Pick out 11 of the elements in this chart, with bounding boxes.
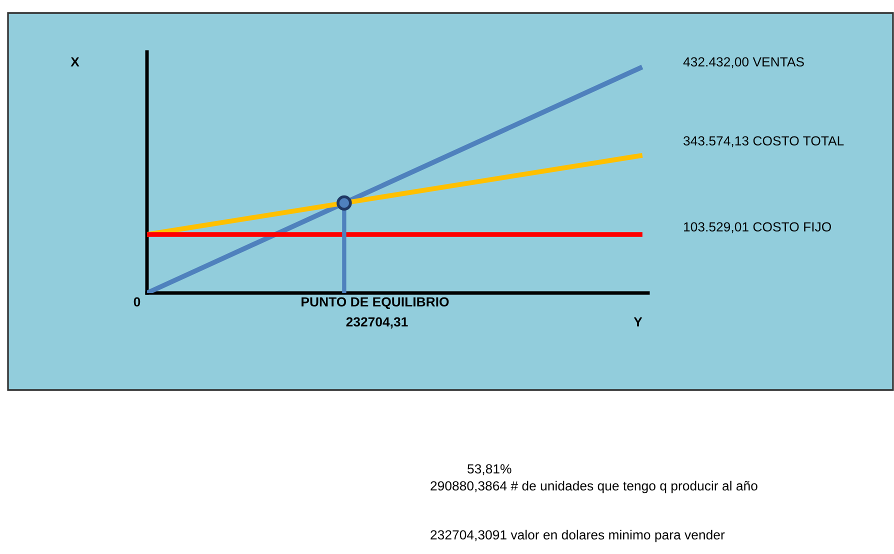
- text: PUNTO DE EQUILIBRIO: [302, 297, 449, 310]
- text: 0: [134, 297, 140, 307]
- text: X: [70, 57, 80, 66]
- text: 343.574,13 COSTO TOTAL: [684, 136, 844, 148]
- text: 232704,31: [346, 317, 408, 328]
- text: Y: [634, 317, 642, 326]
- text: 290880,3864 # de unidades que tengo q producir al año: [430, 480, 758, 494]
- text: 232704,3091 valor en dolares minimo para vender: [430, 530, 725, 542]
- text: 432.432,00 VENTAS: [683, 57, 804, 68]
- text: 103.529,01 COSTO FIJO: [684, 222, 832, 234]
- text: 53,81%: [468, 464, 512, 476]
